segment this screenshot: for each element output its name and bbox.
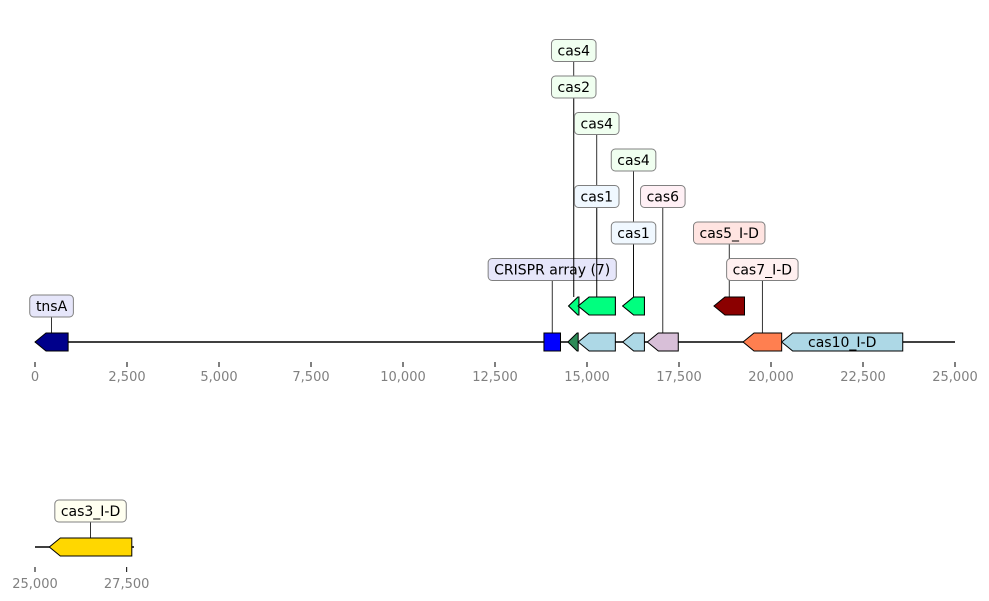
- axis-tick-label: 0: [31, 370, 39, 385]
- gene-arrow: [567, 332, 579, 352]
- gene-arrow: [742, 332, 783, 352]
- gene-label: cas1: [617, 226, 649, 242]
- axis-tick-label: 7,500: [292, 370, 329, 385]
- track-2: 25,000 27,500 cas3_I-D: [12, 499, 150, 592]
- gene-arrow: [646, 332, 679, 352]
- gene-label: CRISPR array (7): [494, 263, 610, 279]
- label-box: [610, 148, 657, 172]
- axis-tick-label: 10,000: [380, 370, 426, 385]
- axis-tick-label: 25,000: [932, 370, 978, 385]
- label-box: [610, 221, 657, 245]
- label-box: [726, 258, 799, 281]
- gene-arrow: [780, 332, 904, 352]
- gene-label: cas4: [617, 153, 650, 169]
- gene-arrow: [567, 296, 580, 316]
- axis-tick-label: 22,500: [840, 370, 886, 385]
- axis-tick-label: 5,000: [200, 370, 237, 385]
- gene-label: cas5_I-D: [700, 226, 759, 242]
- axis-tick-label: 25,000: [12, 577, 58, 592]
- gene-label: cas2: [558, 80, 590, 96]
- label-box: [54, 499, 127, 523]
- gene-arrow: [577, 332, 616, 352]
- label-box: [550, 39, 597, 62]
- label-box: [640, 185, 686, 208]
- gene-label: tnsA: [36, 299, 68, 315]
- gene-arrow: [48, 537, 133, 557]
- axis-tick-label: 20,000: [748, 370, 794, 385]
- axis-tick-label: 15,000: [564, 370, 610, 385]
- axis-tick-label: 17,500: [656, 370, 702, 385]
- gene-arrow: [713, 296, 746, 316]
- gene-arrow: [577, 296, 616, 316]
- gene-label: cas10_I-D: [808, 335, 876, 351]
- axis-tick-label: 12,500: [472, 370, 518, 385]
- label-box: [573, 112, 620, 135]
- gene-label: cas7_I-D: [733, 263, 792, 279]
- gene-arrow: [34, 332, 69, 352]
- label-box: [551, 75, 597, 99]
- gene-arrow: [621, 332, 645, 352]
- label-box: [693, 221, 766, 245]
- axis-tick-label: 2,500: [108, 370, 145, 385]
- label-box: [487, 258, 617, 281]
- gene-label: cas3_I-D: [61, 504, 120, 520]
- gene-arrow: [621, 296, 645, 316]
- label-box: [29, 294, 74, 318]
- gene-label: cas6: [647, 190, 680, 206]
- axis-tick-label: 27,500: [104, 577, 150, 592]
- gene-label: cas1: [581, 190, 613, 206]
- gene-label: cas4: [581, 117, 614, 133]
- label-box: [574, 185, 620, 208]
- gene-arrow: [543, 332, 562, 352]
- track-1: 0 2,500 5,000 7,500 10,000 12,500 15,000 17,500…: [29, 39, 978, 385]
- gene-label: cas4: [558, 44, 591, 60]
